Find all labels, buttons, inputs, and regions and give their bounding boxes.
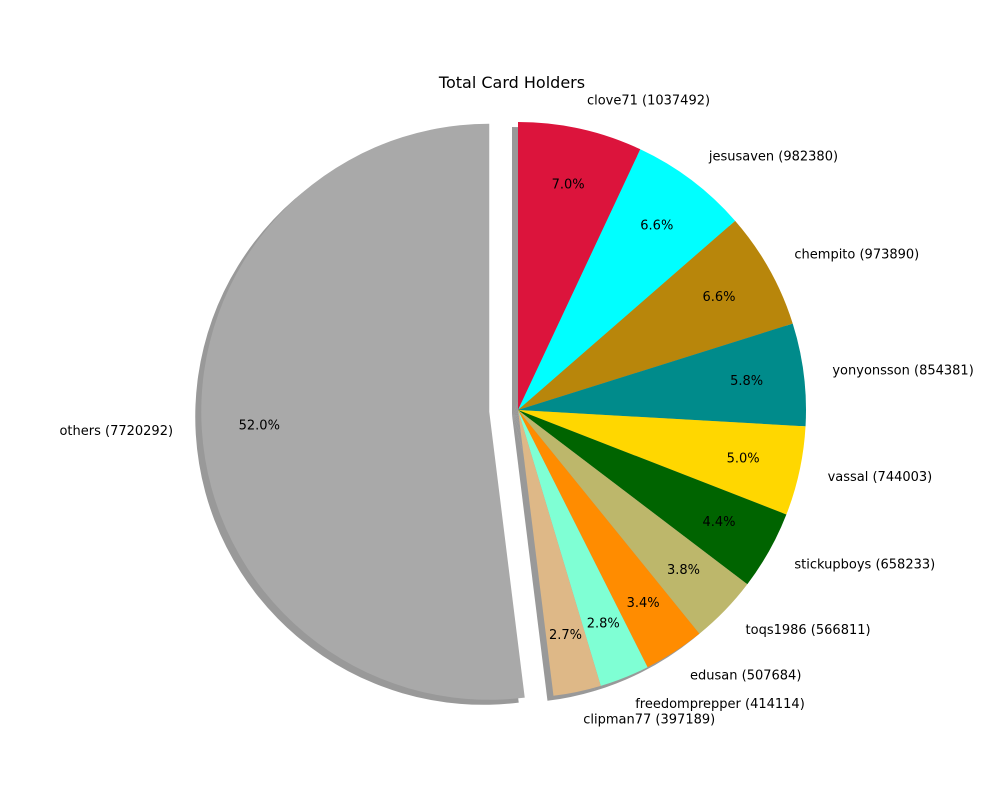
percent-label-jesusaven: 6.6% <box>640 219 673 234</box>
slice-edusan <box>518 410 700 668</box>
slice-yonyonsson <box>518 323 806 427</box>
percent-label-stickupboys: 4.4% <box>703 515 736 530</box>
percent-label-clove71: 7.0% <box>552 178 585 193</box>
slice-clove71 <box>518 122 641 410</box>
slice-clipman77 <box>518 410 601 696</box>
slice-others <box>201 123 525 700</box>
slice-label-edusan: edusan (507684) <box>690 669 801 684</box>
slice-freedomprepper <box>518 410 648 686</box>
slice-label-yonyonsson: yonyonsson (854381) <box>832 363 973 378</box>
percent-label-freedomprepper: 2.8% <box>587 617 620 632</box>
percent-label-yonyonsson: 5.8% <box>730 374 763 389</box>
slice-label-jesusaven: jesusaven (982380) <box>708 150 838 165</box>
slice-label-chempito: chempito (973890) <box>794 248 919 263</box>
slice-label-clipman77: clipman77 (397189) <box>583 713 715 728</box>
slice-stickupboys <box>518 410 787 585</box>
percent-label-chempito: 6.6% <box>702 290 735 305</box>
chart-title: Total Card Holders <box>438 73 585 92</box>
slice-vassal <box>518 410 806 515</box>
slice-toqs1986 <box>518 410 748 634</box>
slice-layer <box>201 122 806 700</box>
percent-label-vassal: 5.0% <box>727 451 760 466</box>
percent-label-clipman77: 2.7% <box>549 628 582 643</box>
slice-jesusaven <box>518 149 736 410</box>
slice-label-vassal: vassal (744003) <box>828 470 933 485</box>
percent-label-others: 52.0% <box>239 418 280 433</box>
slice-label-clove71: clove71 (1037492) <box>587 93 710 108</box>
slice-label-freedomprepper: freedomprepper (414114) <box>635 697 805 712</box>
slice-label-stickupboys: stickupboys (658233) <box>794 557 935 572</box>
slice-chempito <box>518 220 793 410</box>
slice-label-others: others (7720292) <box>59 424 173 439</box>
slice-label-toqs1986: toqs1986 (566811) <box>746 623 871 638</box>
label-layer: clove71 (1037492) 7.0% jesusaven (982380) 6… <box>59 93 973 727</box>
percent-label-toqs1986: 3.8% <box>667 563 700 578</box>
percent-label-edusan: 3.4% <box>627 596 660 611</box>
